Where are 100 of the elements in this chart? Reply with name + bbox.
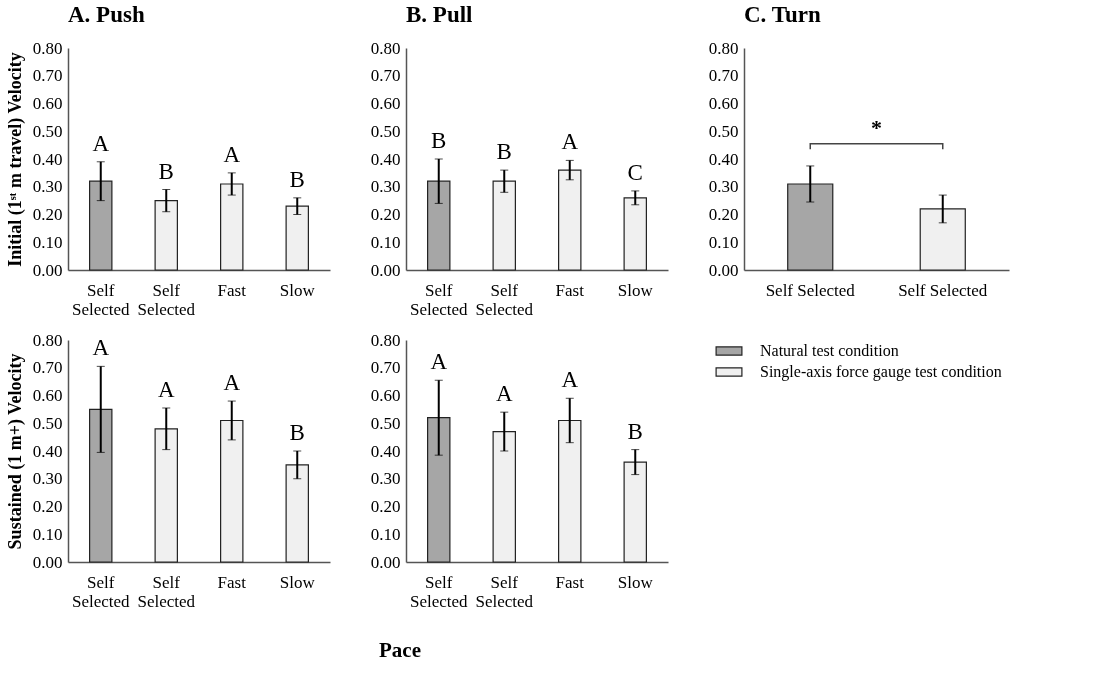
x-tick-label: Self Selected [475,572,534,611]
y-tick-label: 0.70 [32,66,63,86]
y-tick-label: 0.70 [370,66,401,86]
annotation: A [223,370,241,396]
bar [623,197,647,271]
legend-label: Single-axis force gauge test condition [760,363,1002,381]
y-tick-label: 0.50 [708,121,739,141]
y-tick-label: 0.30 [370,469,401,489]
y-tick-label: 0.80 [370,330,401,350]
bar [285,464,309,563]
y-tick-label: 0.80 [32,38,63,58]
y-tick-label: 0.30 [32,177,63,197]
annotation: A [223,141,241,167]
bar [558,419,582,563]
chart-title: A. Push [68,2,145,27]
annotation: B [289,420,305,445]
chart-title: C. Turn [744,2,821,27]
annotation: A [92,335,110,361]
y-tick-label: 0.60 [708,94,739,113]
x-tick-label: Slow [279,572,316,592]
annotation: B [627,418,643,444]
y-tick-label: 0.40 [708,149,739,169]
bar [623,461,647,563]
annotation: * [871,114,882,140]
chart-title: B. Pull [406,2,473,27]
annotation: A [561,367,579,393]
y-tick-label: 0.20 [32,497,63,516]
bar [285,205,309,271]
annotation: A [495,381,513,407]
annotation: A [92,130,110,156]
x-tick-label: Slow [279,280,316,300]
x-tick-label: Self Selected [475,280,534,319]
y-tick-label: 0.00 [370,552,401,572]
x-tick-label: Self Selected [409,280,469,319]
y-tick-label: 0.20 [32,205,63,224]
y-tick-label: 0.70 [370,358,401,378]
y-tick-label: 0.10 [370,232,401,252]
x-tick-label: Self Selected [137,280,196,319]
bar [427,417,451,563]
y-tick-label: 0.50 [32,413,63,433]
x-tick-label: Fast [555,572,585,592]
bar [89,408,113,563]
y-axis-title: Initial (1ˢᵗ m travel) Velocity [4,52,26,267]
legend-label: Natural test condition [760,342,899,359]
bar [558,169,582,271]
x-tick-label: Self Selected [409,572,469,611]
bar [427,180,451,271]
x-axis-title: Pace [378,638,422,663]
y-tick-label: 0.80 [708,38,739,58]
y-tick-label: 0.50 [370,121,401,141]
y-tick-label: 0.10 [708,232,739,252]
y-tick-label: 0.70 [708,66,739,86]
annotation: A [561,129,579,155]
annotation: C [627,159,643,185]
annotation: A [430,349,448,375]
y-tick-label: 0.30 [708,177,739,197]
bar [154,200,178,271]
y-tick-label: 0.30 [32,469,63,489]
y-tick-label: 0.10 [370,524,401,544]
y-tick-label: 0.20 [370,497,401,516]
annotation: B [158,158,174,184]
y-tick-label: 0.80 [370,38,401,58]
y-tick-label: 0.40 [32,149,63,169]
y-tick-label: 0.40 [370,149,401,169]
y-tick-label: 0.40 [370,441,401,461]
y-tick-label: 0.00 [708,260,739,280]
y-tick-label: 0.60 [32,94,63,113]
x-tick-label: Fast [217,572,247,592]
y-tick-label: 0.10 [32,232,63,252]
bar [220,183,244,271]
y-tick-label: 0.80 [32,330,63,350]
y-tick-label: 0.20 [370,205,401,224]
y-tick-label: 0.60 [370,386,401,405]
y-tick-label: 0.30 [370,177,401,197]
x-tick-label: Fast [217,280,247,300]
annotation: A [157,376,175,402]
annotation: B [289,166,305,192]
x-tick-label: Slow [617,572,654,592]
y-tick-label: 0.00 [32,260,63,280]
x-tick-label: Fast [555,280,585,300]
bar [492,180,516,271]
y-tick-label: 0.50 [32,121,63,141]
y-tick-label: 0.40 [32,441,63,461]
x-tick-label: Self Selected [71,572,131,611]
x-tick-label: Self Selected [137,572,196,611]
y-tick-label: 0.50 [370,413,401,433]
y-tick-label: 0.00 [370,260,401,280]
annotation: B [496,139,512,165]
y-tick-label: 0.60 [370,94,401,113]
x-tick-label: Self Selected [71,280,131,319]
y-tick-label: 0.00 [32,552,63,572]
y-tick-label: 0.20 [708,205,739,224]
bar [492,430,516,563]
annotation: B [431,128,447,153]
bar [220,419,244,563]
bar [154,428,178,563]
y-axis-title: Sustained (1 m+) Velocity [4,353,26,550]
bar [89,180,113,271]
x-tick-label: Self Selected [765,280,856,300]
y-tick-label: 0.60 [32,386,63,405]
